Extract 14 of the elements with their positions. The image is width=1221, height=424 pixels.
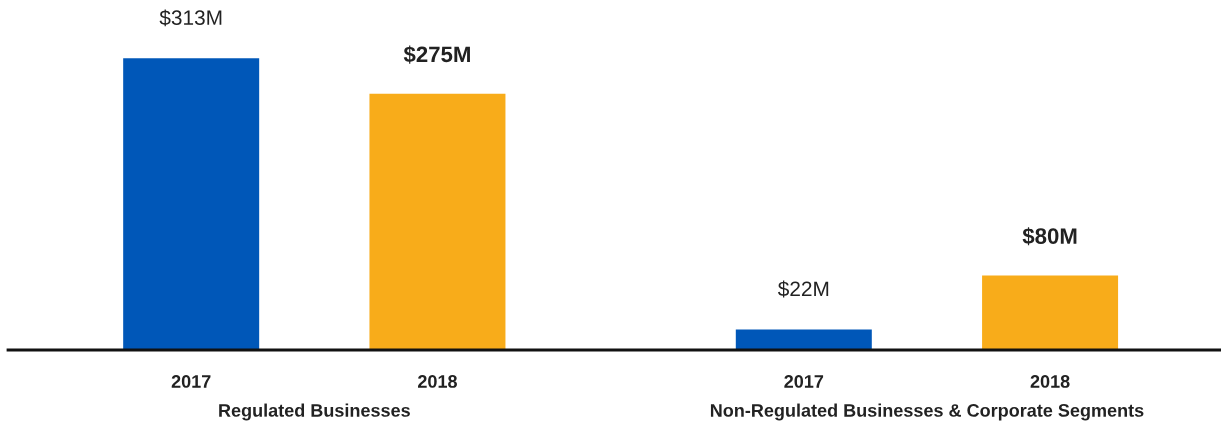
bar [369,93,506,350]
bar [123,58,260,350]
text: 2018 [1030,375,1070,388]
data-label: $313M [159,9,222,27]
data-label: $22M [777,280,829,298]
text: 2017 [784,375,824,388]
bar [735,329,872,350]
series-label: 2018 [418,375,457,388]
data-label: $80M [1022,227,1077,246]
bar [982,275,1119,350]
x-tick-label: Non-Regulated Businesses & Corporate Segments [710,403,1144,421]
series-label: 2017 [171,375,211,388]
data-label: $275M [403,45,470,64]
x-tick-label: Regulated Businesses [219,403,410,421]
